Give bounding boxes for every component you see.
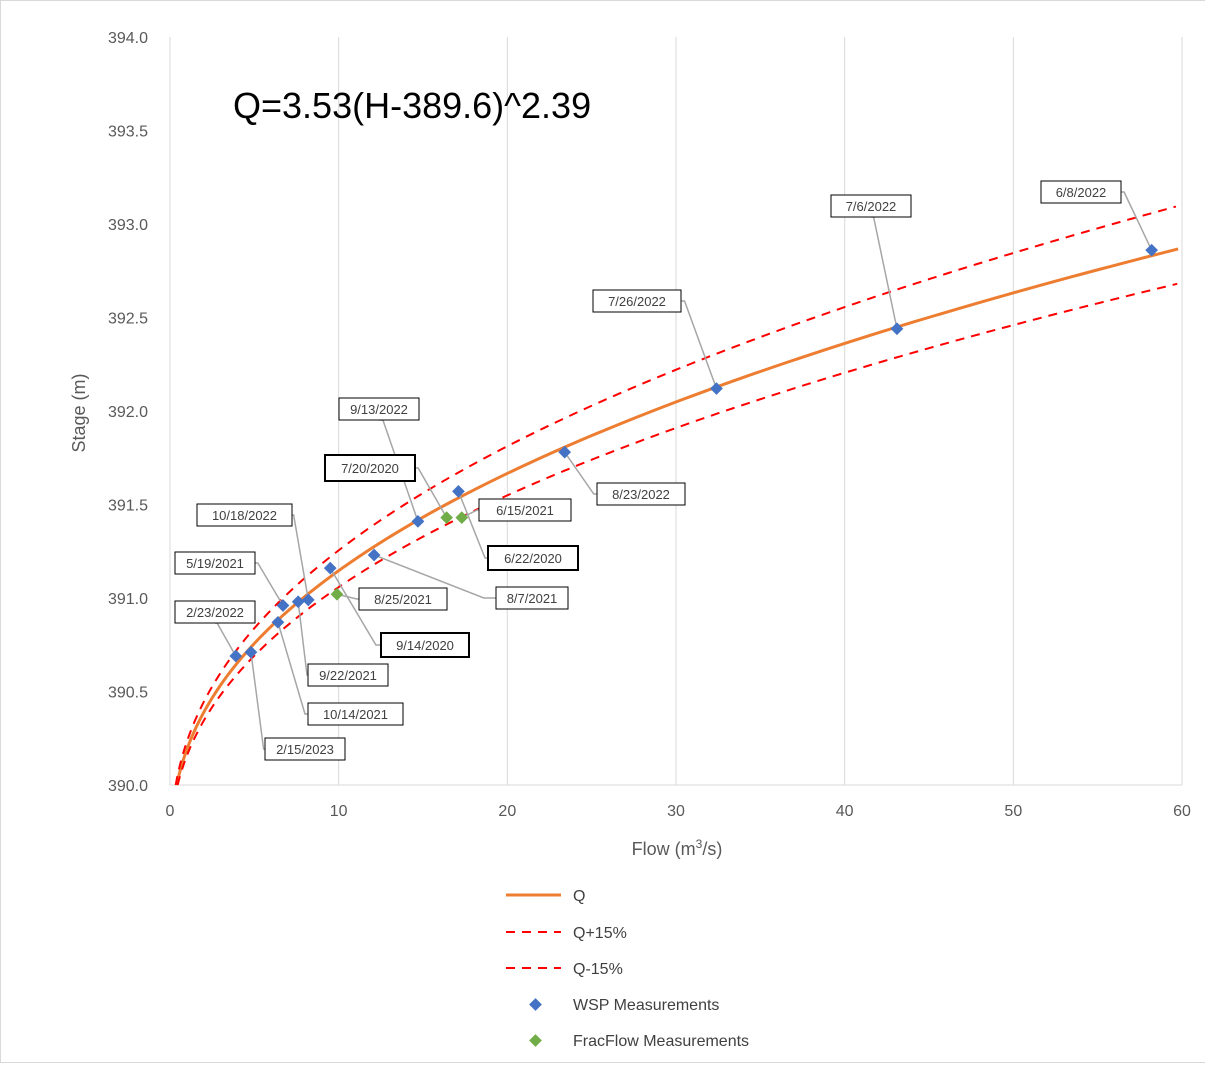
callout-box bbox=[596, 482, 686, 506]
callout-box bbox=[358, 587, 448, 611]
x-tick-label: 30 bbox=[667, 803, 685, 820]
callout-leader bbox=[564, 451, 597, 495]
y-tick-label: 392.0 bbox=[108, 404, 148, 421]
y-axis-title: Stage (m) bbox=[69, 373, 89, 452]
callout-label: 9/14/2020 bbox=[396, 638, 454, 653]
legend-label-wsp: WSP Measurements bbox=[573, 997, 719, 1014]
gridlines bbox=[169, 37, 1183, 786]
legend-marker-wsp bbox=[529, 998, 542, 1011]
callout-label: 7/20/2020 bbox=[341, 461, 399, 476]
callout-label: 6/22/2020 bbox=[504, 551, 562, 566]
callout-box bbox=[380, 632, 470, 658]
callout-leader bbox=[1121, 191, 1153, 251]
legend-label-q: Q bbox=[573, 888, 585, 905]
callout-box bbox=[830, 194, 912, 218]
callout-leader bbox=[255, 562, 284, 606]
callout-box bbox=[495, 586, 569, 610]
callout-label: 10/18/2022 bbox=[212, 508, 277, 523]
callout-box bbox=[1040, 180, 1122, 204]
callout-label: 7/26/2022 bbox=[608, 294, 666, 309]
callout-label: 8/7/2021 bbox=[507, 591, 558, 606]
callout-leader bbox=[329, 567, 381, 646]
callout-label: 2/15/2023 bbox=[276, 742, 334, 757]
legend-label-q-minus: Q-15% bbox=[573, 961, 623, 978]
callout-box bbox=[338, 397, 420, 421]
legend-label-q-plus: Q+15% bbox=[573, 925, 627, 942]
x-tick-label: 40 bbox=[836, 803, 854, 820]
callout-box bbox=[174, 551, 256, 575]
callout-box bbox=[196, 503, 293, 527]
wsp-point bbox=[452, 485, 465, 498]
y-tick-label: 394.0 bbox=[108, 30, 148, 47]
x-axis-title-main: Flow (m bbox=[632, 839, 696, 859]
x-axis-title: Flow (m3/s) bbox=[632, 837, 723, 859]
callout-label: 2/23/2022 bbox=[186, 605, 244, 620]
callout-box bbox=[324, 454, 416, 482]
callouts: 2/23/2022 2/15/2023 10/14/2021 5/19/2021 9/2… bbox=[174, 180, 1153, 761]
wsp-point bbox=[244, 645, 258, 659]
callout-leader bbox=[415, 467, 448, 518]
x-tick-label: 50 bbox=[1004, 803, 1022, 820]
legend-item-q-plus: Q+15% bbox=[506, 925, 627, 942]
callout-box bbox=[592, 289, 682, 313]
callout-box bbox=[487, 545, 579, 571]
callout-leader bbox=[336, 593, 359, 600]
curves bbox=[174, 205, 1179, 786]
x-tick-label: 10 bbox=[330, 803, 348, 820]
legend-item-wsp: WSP Measurements bbox=[529, 997, 719, 1014]
callout-label: 8/23/2022 bbox=[612, 487, 670, 502]
y-tick-label: 393.5 bbox=[108, 124, 148, 141]
callout-label: 10/14/2021 bbox=[323, 707, 388, 722]
x-tick-label: 20 bbox=[498, 803, 516, 820]
y-tick-label: 393.0 bbox=[108, 217, 148, 234]
curve-q bbox=[175, 247, 1179, 786]
callout-leader bbox=[297, 601, 308, 676]
callout-leader bbox=[292, 514, 310, 600]
legend-label-fracflow: FracFlow Measurements bbox=[573, 1033, 749, 1050]
callout-box bbox=[174, 600, 256, 624]
x-tick-label: 0 bbox=[166, 803, 175, 820]
y-tick-label: 391.5 bbox=[108, 498, 148, 515]
callout-box bbox=[478, 498, 572, 522]
legend-item-q-minus: Q-15% bbox=[506, 961, 623, 978]
callout-box bbox=[264, 737, 346, 761]
callout-label: 7/6/2022 bbox=[846, 199, 897, 214]
legend-item-fracflow: FracFlow Measurements bbox=[529, 1033, 749, 1050]
fracflow-point bbox=[330, 587, 344, 601]
callout-leader bbox=[277, 622, 308, 715]
callout-box bbox=[307, 663, 389, 687]
callout-label: 6/8/2022 bbox=[1056, 185, 1107, 200]
callout-leader bbox=[871, 216, 898, 329]
callout-box bbox=[307, 702, 404, 726]
y-tick-label: 391.0 bbox=[108, 591, 148, 608]
callout-leader bbox=[461, 509, 479, 519]
legend-item-q: Q bbox=[506, 888, 585, 905]
callout-leader bbox=[215, 622, 237, 657]
tick-labels: 0 10 20 30 40 50 60 390.0 390.5 391.0 391.5 392.0 39… bbox=[108, 30, 1191, 820]
legend: Q Q+15% Q-15% WSP Measurements FracFlow … bbox=[506, 888, 749, 1050]
curve-q-minus-15 bbox=[174, 205, 1177, 786]
y-tick-label: 390.5 bbox=[108, 685, 148, 702]
callout-leader bbox=[250, 652, 265, 750]
callout-leader bbox=[681, 300, 718, 389]
legend-marker-fracflow bbox=[529, 1034, 542, 1047]
callout-label: 5/19/2021 bbox=[186, 556, 244, 571]
x-tick-label: 60 bbox=[1173, 803, 1191, 820]
callout-label: 8/25/2021 bbox=[374, 592, 432, 607]
y-tick-label: 390.0 bbox=[108, 778, 148, 795]
callout-label: 9/13/2022 bbox=[350, 402, 408, 417]
callout-label: 9/22/2021 bbox=[319, 668, 377, 683]
x-axis-title-end: /s) bbox=[702, 839, 722, 859]
callout-leader bbox=[373, 554, 496, 599]
equation-label: Q=3.53(H-389.6)^2.39 bbox=[233, 85, 591, 126]
x-axis-title-sup: 3 bbox=[696, 837, 703, 851]
y-tick-label: 392.5 bbox=[108, 311, 148, 328]
fracflow-point bbox=[455, 511, 469, 524]
callout-label: 6/15/2021 bbox=[496, 503, 554, 518]
